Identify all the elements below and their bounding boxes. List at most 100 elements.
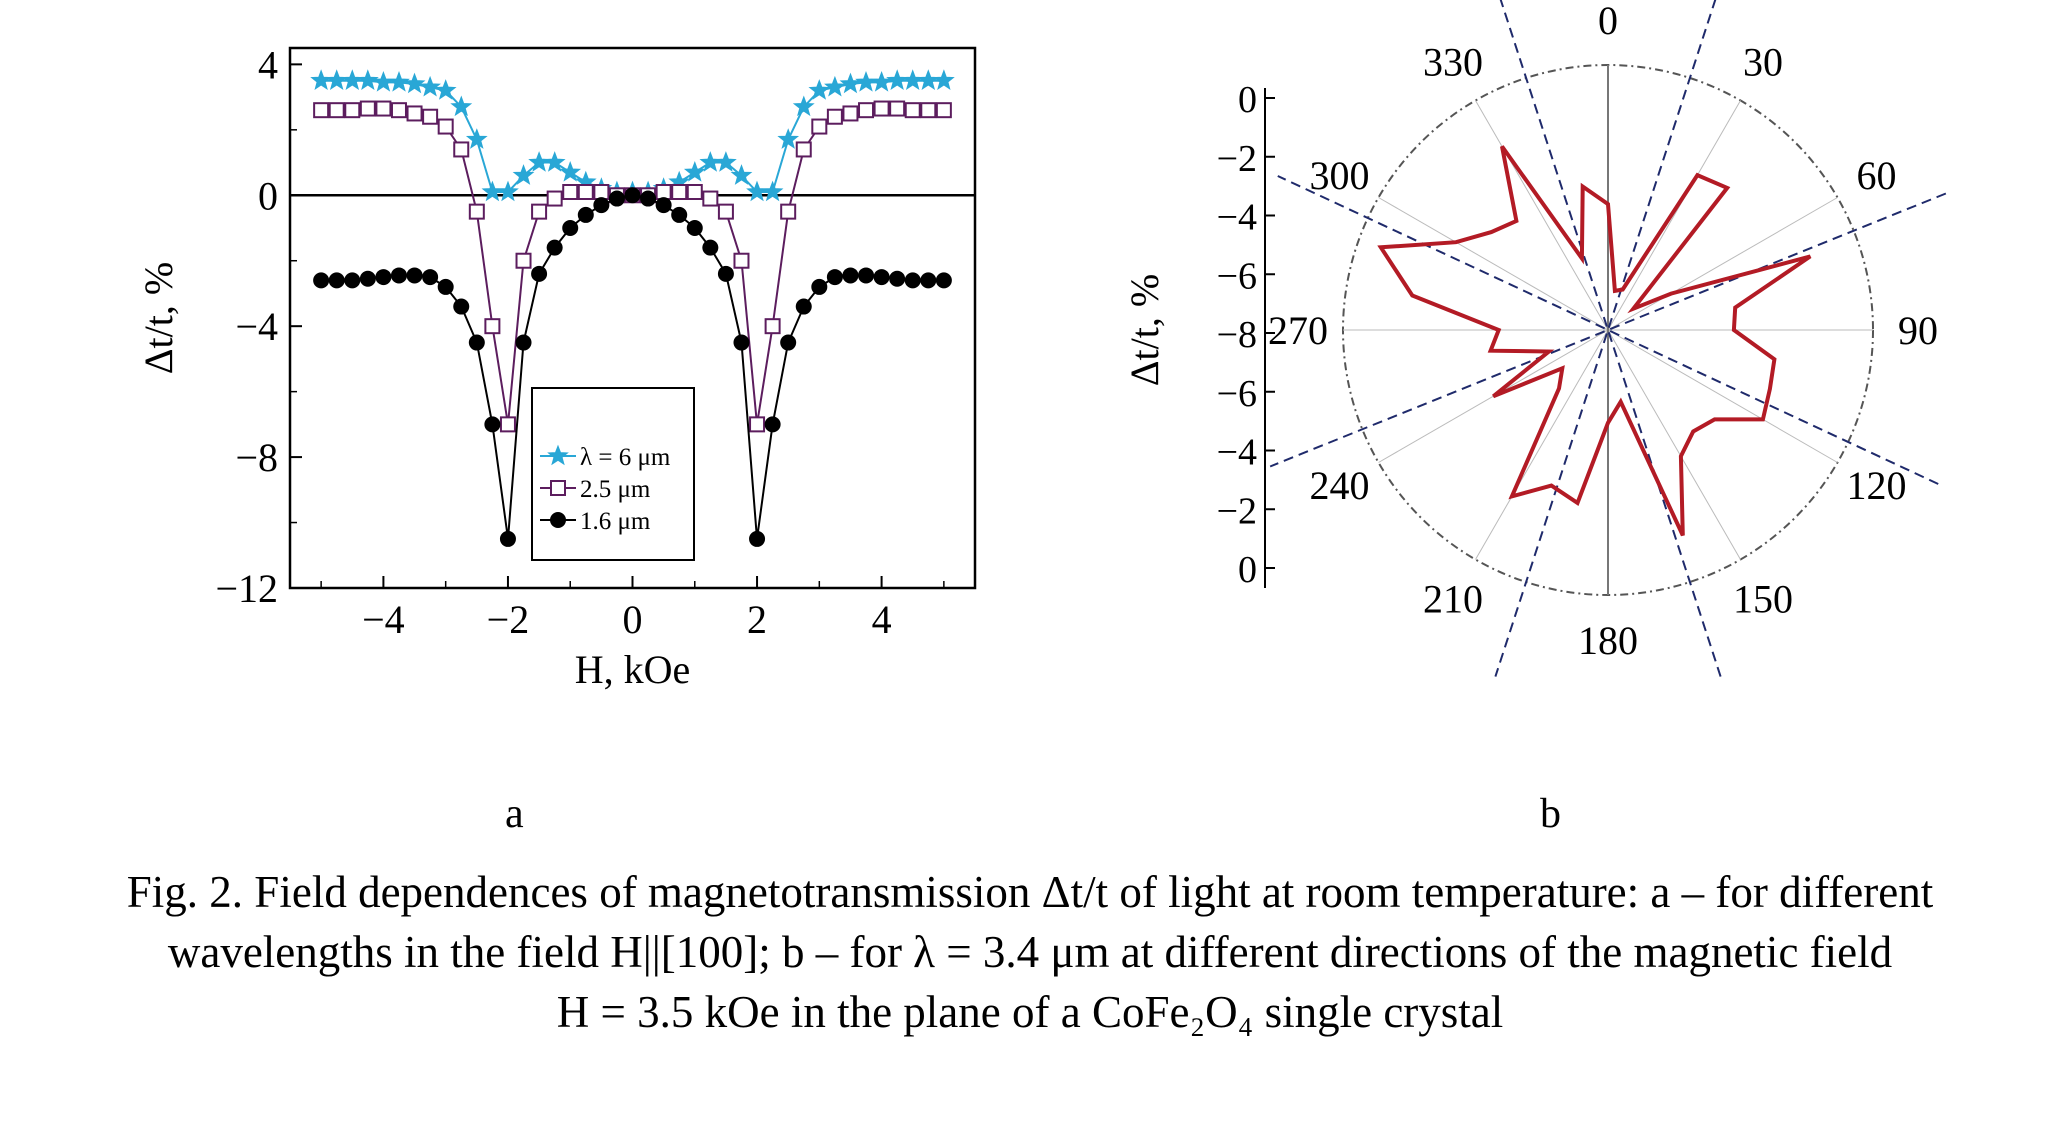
chart-a-data-point [375, 269, 392, 286]
chart-a-data-point [372, 70, 395, 92]
chart-a-data-point [313, 272, 330, 289]
chart-a-data-point [437, 118, 454, 135]
chart-b-angle-label: 30 [1743, 39, 1783, 84]
chart-a-data-point [481, 180, 504, 202]
chart-b-radial-tick-label: −6 [1217, 373, 1257, 415]
chart-a-data-point [777, 128, 800, 149]
chart-a-data-point [933, 69, 955, 90]
chart-a: −4 −2 0 2 4 4 0 −4 −8 −12 Δt/t, % H, kOe λ = 6 μm… [136, 42, 977, 692]
chart-a-data-point [730, 164, 753, 185]
chart-a-data-point [419, 75, 441, 97]
chart-b-angle-labels: 0 30 60 90 120 150 180 210 240 270 300 330 [1268, 0, 1938, 663]
chart-a-legend-label: 2.5 μm [580, 476, 651, 503]
chart-a-data-point [465, 128, 488, 149]
caption-line-1: Fig. 2. Field dependences of magnetotran… [126, 867, 1934, 917]
chart-b: 0 30 60 90 120 150 180 210 240 270 300 330 0 −2 −4 −6 −… [1122, 0, 1947, 677]
chart-a-data-point [577, 184, 594, 200]
chart-b-spoke [1607, 329, 1838, 463]
chart-a-data-point [359, 270, 376, 287]
chart-a-data-point [406, 105, 423, 122]
chart-a-ylabel: Δt/t, % [136, 262, 181, 374]
chart-a-data-point [359, 100, 376, 117]
chart-a-data-point [811, 118, 828, 135]
chart-b-radial-tick-label: −6 [1217, 255, 1257, 297]
chart-b-angle-label: 150 [1733, 577, 1793, 622]
chart-a-data-point [749, 416, 766, 433]
chart-a-data-point [702, 239, 719, 256]
chart-a-data-point [577, 206, 594, 223]
chart-a-data-point [733, 252, 750, 269]
chart-b-radial-tick-label: −4 [1217, 197, 1257, 239]
chart-a-data-point [484, 416, 501, 433]
chart-b-dashed-axis [1277, 175, 1939, 485]
chart-a-series-line [321, 79, 944, 193]
chart-b-dashed-axis [1494, 0, 1717, 677]
chart-a-data-point [795, 298, 812, 315]
chart-a-data-point [855, 70, 877, 92]
chart-b-radial-axis: 0 −2 −4 −6 −8 −6 −4 −2 0 [1217, 79, 1275, 591]
chart-b-dashed-axes [1269, 0, 1947, 677]
chart-a-xtick-label: 4 [872, 597, 892, 642]
chart-b-angle-label: 180 [1578, 618, 1638, 663]
chart-a-data-point [671, 206, 688, 223]
chart-a-xlabel: H, kOe [575, 647, 691, 692]
chart-b-spoke [1607, 329, 1741, 560]
chart-a-data-point [764, 318, 781, 335]
chart-a-data-point [655, 197, 672, 214]
chart-a-data-point [356, 69, 379, 90]
chart-a-series-group [310, 69, 955, 547]
chart-a-data-point [390, 102, 407, 119]
chart-a-data-point [920, 102, 937, 119]
chart-a-data-point [624, 187, 641, 204]
chart-a-data-point [608, 190, 625, 207]
chart-a-legend-box [531, 387, 695, 561]
chart-a-ytick-label: 4 [258, 42, 278, 87]
chart-a-xtick-label: −4 [362, 597, 405, 642]
chart-a-data-point [422, 108, 439, 125]
chart-a-data-point [341, 69, 364, 90]
chart-a-data-point [497, 180, 519, 202]
chart-a-data-point [593, 184, 610, 200]
chart-b-radial-tick-label: −4 [1217, 432, 1257, 474]
chart-a-data-point [328, 272, 345, 289]
chart-a-data-point [390, 267, 407, 284]
chart-a-data-point [499, 530, 516, 547]
chart-a-data-point [702, 190, 719, 207]
chart-a-data-point [468, 334, 485, 351]
chart-b-radial-tick-label: −2 [1217, 138, 1257, 180]
chart-b-dashed-axis [1269, 192, 1947, 468]
chart-b-spoke [1475, 329, 1609, 560]
chart-a-data-point [764, 416, 781, 433]
chart-a-data-point [686, 184, 703, 200]
chart-a-data-point [889, 270, 906, 287]
chart-a-data-point [717, 203, 734, 220]
chart-a-series-2 [313, 187, 952, 547]
chart-a-legend-label: 1.6 μm [580, 508, 651, 535]
chart-b-series-0-line [1377, 145, 1812, 537]
chart-a-data-point [826, 269, 843, 286]
chart-a-data-point [310, 69, 332, 90]
figure: −4 −2 0 2 4 4 0 −4 −8 −12 Δt/t, % H, kOe λ = 6 μm… [136, 0, 1947, 692]
chart-a-data-point [422, 269, 439, 286]
chart-a-data-point [917, 69, 940, 90]
chart-a-data-point [375, 100, 392, 117]
chart-a-data-point [593, 197, 610, 214]
chart-a-data-point [889, 100, 906, 117]
chart-a-data-point [935, 102, 952, 119]
chart-a-series-1 [313, 100, 952, 433]
chart-a-data-point [683, 160, 706, 182]
chart-b-spoke [1378, 197, 1609, 331]
chart-a-data-point [406, 267, 423, 284]
chart-a-ytick-label: −12 [215, 566, 278, 611]
chart-a-legend-marker [547, 444, 569, 466]
chart-a-ytick-label: −4 [235, 304, 278, 349]
chart-b-spoke [1475, 100, 1609, 331]
chart-a-data-point [512, 164, 535, 185]
chart-a-data-point [531, 265, 548, 282]
chart-a-data-point [733, 334, 750, 351]
chart-a-data-point [655, 184, 672, 200]
chart-a-ytick-label: −8 [235, 435, 278, 480]
chart-a-data-point [531, 203, 548, 220]
chart-b-angle-label: 240 [1309, 463, 1369, 508]
chart-a-data-point [499, 416, 516, 433]
